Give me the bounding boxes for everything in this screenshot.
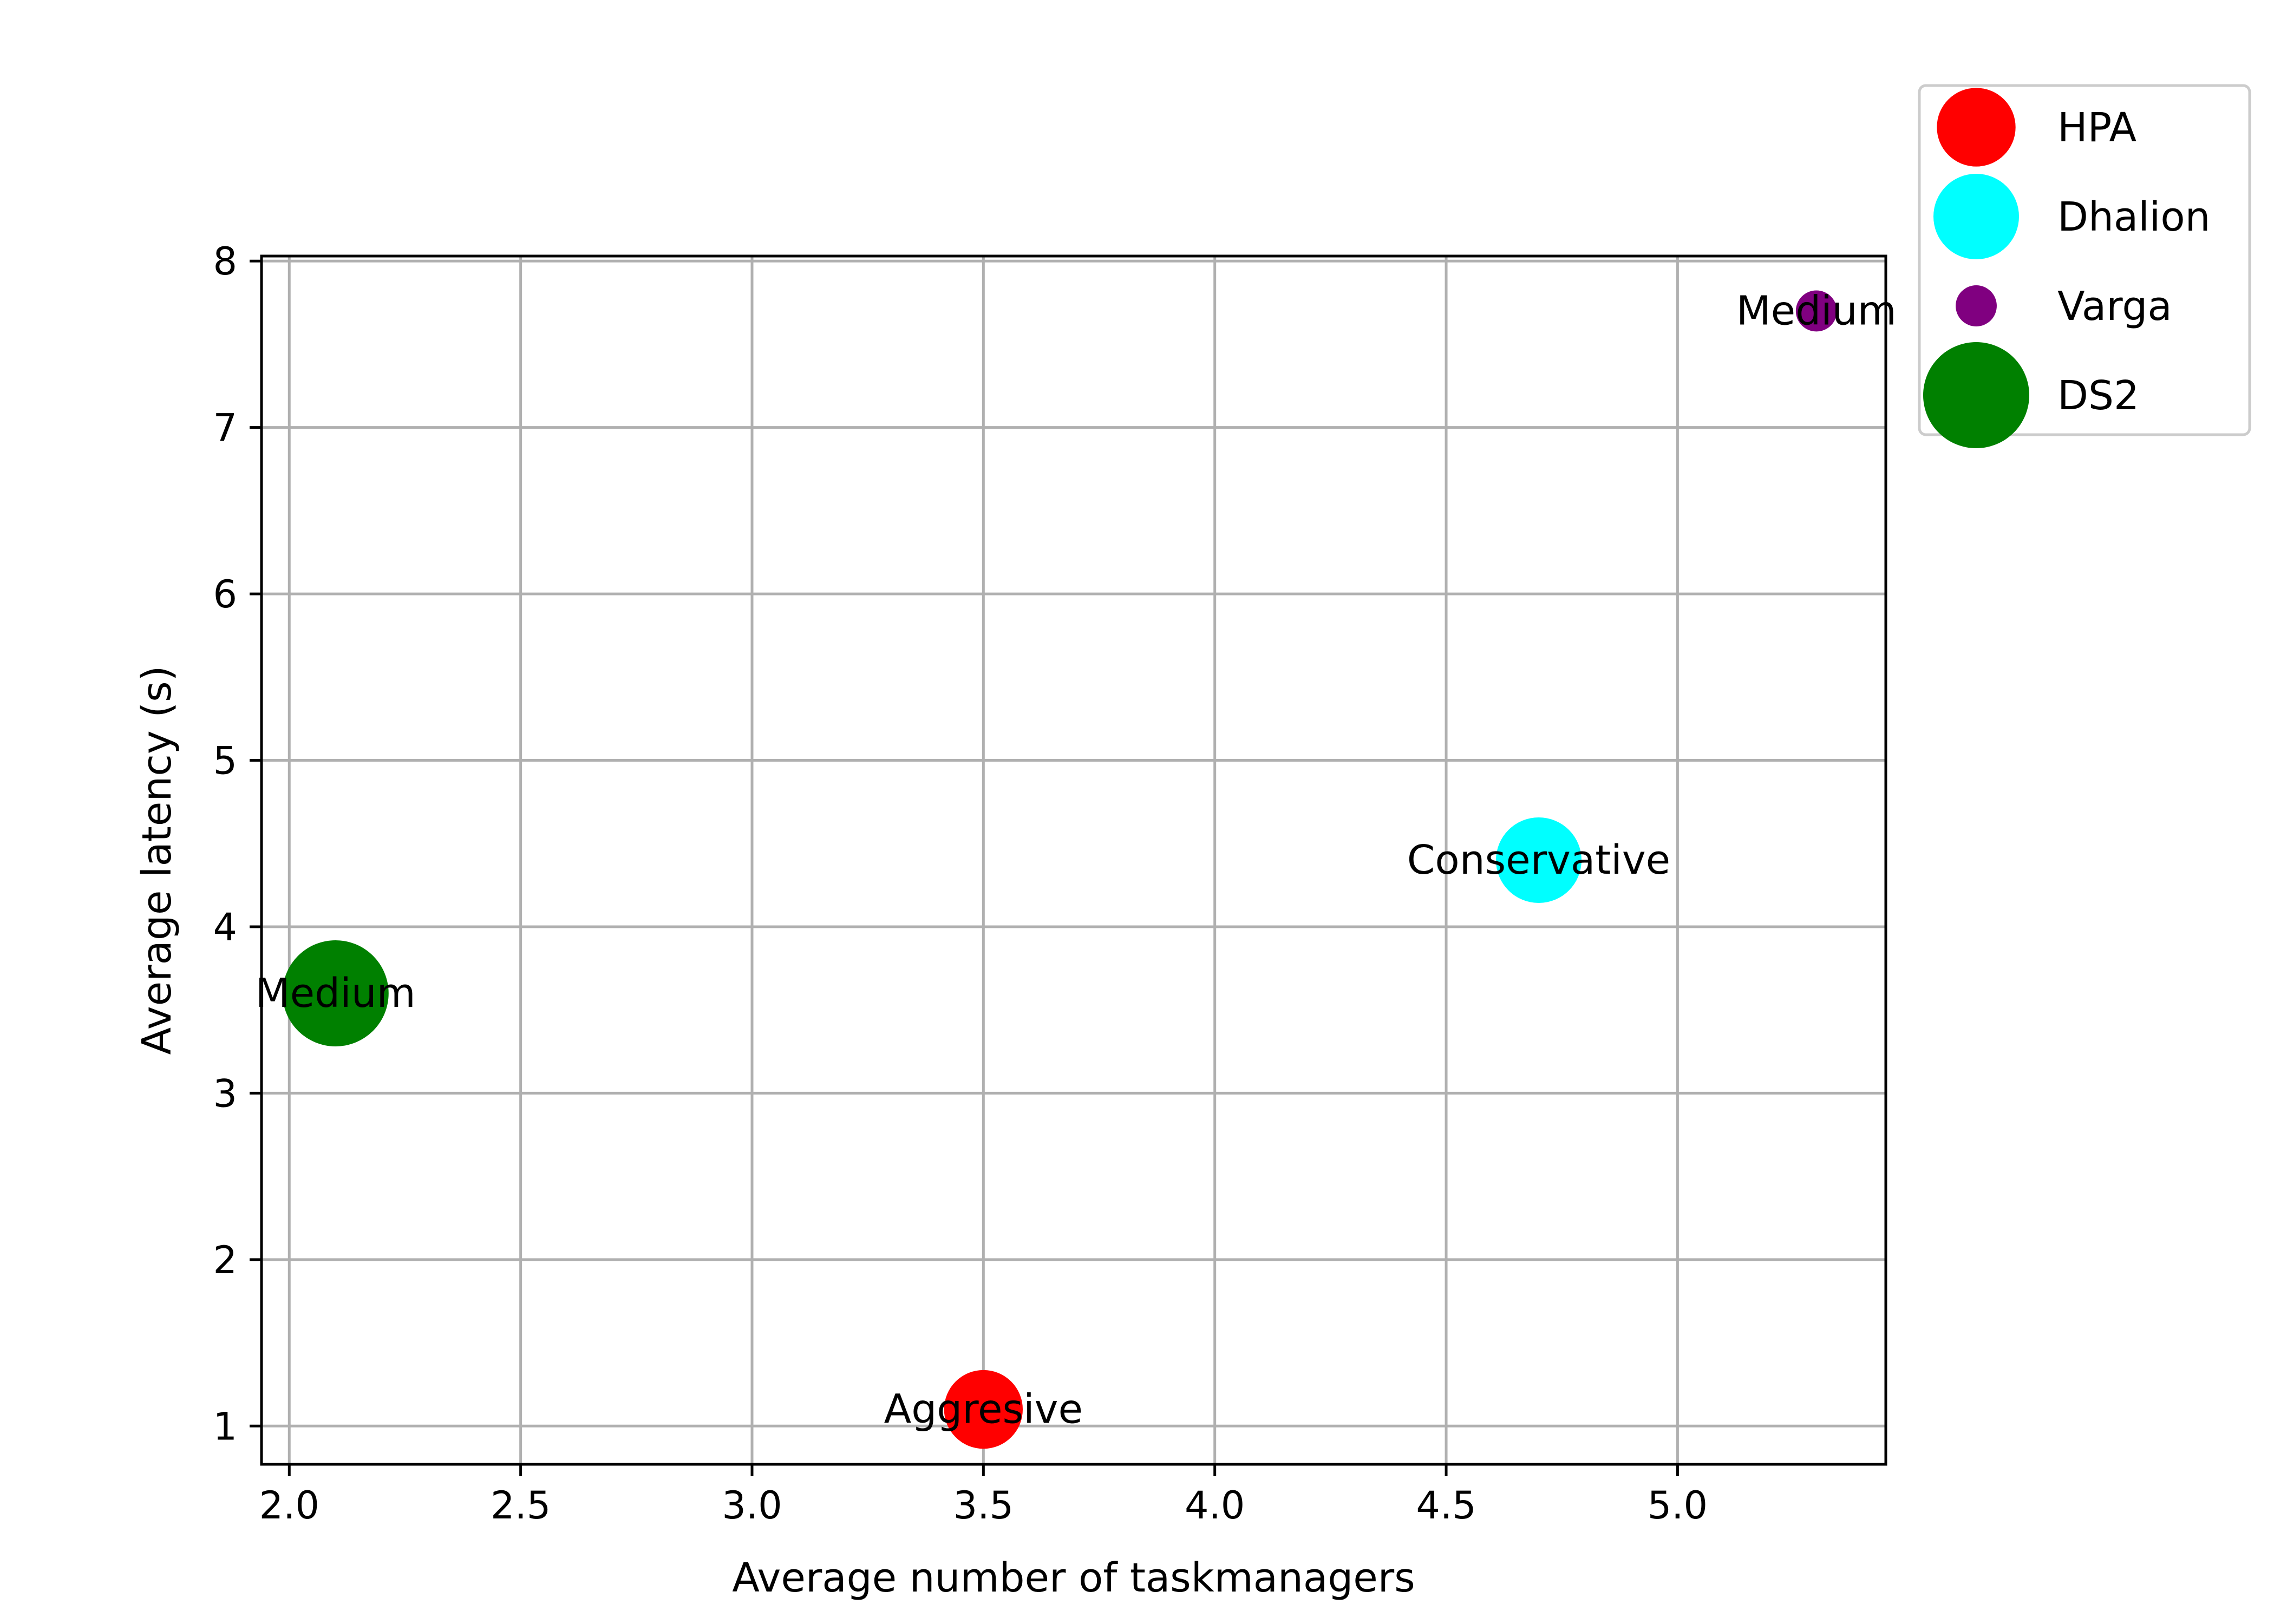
point-label: Aggresive bbox=[884, 1386, 1083, 1433]
x-tick-label: 2.5 bbox=[491, 1483, 551, 1528]
legend-label: Varga bbox=[2057, 283, 2172, 330]
y-tick-label: 3 bbox=[213, 1071, 237, 1116]
legend-label: DS2 bbox=[2057, 372, 2139, 419]
y-tick-label: 7 bbox=[213, 406, 237, 450]
x-axis-label: Average number of taskmanagers bbox=[732, 1555, 1415, 1601]
y-tick-label: 8 bbox=[213, 239, 237, 284]
x-tick-label: 3.0 bbox=[722, 1483, 782, 1528]
x-tick-label: 3.5 bbox=[953, 1483, 1014, 1528]
point-label: Medium bbox=[1736, 287, 1897, 334]
x-tick-label: 2.0 bbox=[259, 1483, 319, 1528]
legend-label: Dhalion bbox=[2057, 194, 2211, 240]
grid bbox=[262, 256, 1886, 1464]
x-tick-label: 4.5 bbox=[1416, 1483, 1476, 1528]
legend-marker-ds2 bbox=[1923, 342, 2029, 448]
point-labels: Aggresive Conservative Medium Medium bbox=[256, 287, 1897, 1432]
legend-marker-dhalion bbox=[1933, 173, 2020, 260]
legend-label: HPA bbox=[2057, 104, 2137, 151]
legend-marker-hpa bbox=[1937, 88, 2016, 167]
data-point-dhalion bbox=[1495, 817, 1582, 903]
data-point-hpa bbox=[944, 1370, 1023, 1449]
y-tick-label: 5 bbox=[213, 739, 237, 783]
legend-marker-varga bbox=[1956, 285, 1997, 326]
y-tick-label: 6 bbox=[213, 572, 237, 617]
y-tick-label: 4 bbox=[213, 905, 237, 949]
axes-frame bbox=[260, 254, 1887, 1466]
y-tick-label: 2 bbox=[213, 1238, 237, 1282]
y-tick-label: 1 bbox=[213, 1404, 237, 1449]
data-point-varga bbox=[1795, 290, 1837, 332]
point-label: Conservative bbox=[1407, 837, 1670, 883]
y-axis-label: Average latency (s) bbox=[134, 665, 180, 1055]
legend-box bbox=[1918, 84, 2251, 436]
x-tick-label: 5.0 bbox=[1648, 1483, 1708, 1528]
x-tick-label: 4.0 bbox=[1185, 1483, 1245, 1528]
data-point-ds2 bbox=[282, 940, 389, 1046]
point-label: Medium bbox=[256, 970, 416, 1017]
legend: HPA Dhalion Varga DS2 bbox=[1918, 84, 2251, 448]
ticks: 2.0 2.5 3.0 3.5 4.0 4.5 5.0 1 2 3 4 5 6 7 8 bbox=[213, 239, 1708, 1528]
data-markers bbox=[282, 290, 1837, 1449]
